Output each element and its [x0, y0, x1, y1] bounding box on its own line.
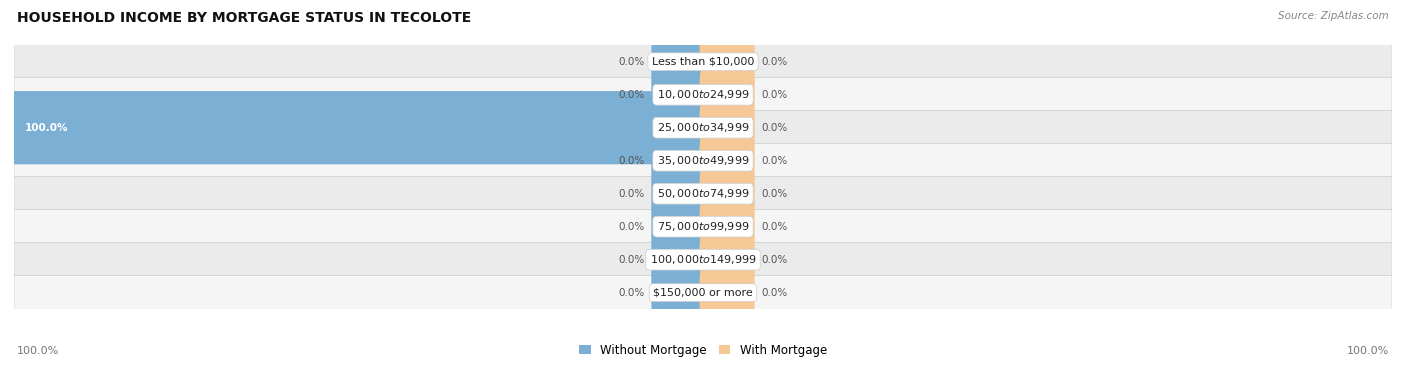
FancyBboxPatch shape [651, 134, 706, 187]
FancyBboxPatch shape [700, 200, 755, 253]
Text: $75,000 to $99,999: $75,000 to $99,999 [657, 220, 749, 233]
Text: 0.0%: 0.0% [762, 288, 787, 298]
Text: $100,000 to $149,999: $100,000 to $149,999 [650, 253, 756, 266]
Text: 0.0%: 0.0% [619, 156, 644, 166]
Text: $35,000 to $49,999: $35,000 to $49,999 [657, 154, 749, 167]
FancyBboxPatch shape [700, 266, 755, 319]
Text: $25,000 to $34,999: $25,000 to $34,999 [657, 121, 749, 134]
Text: 100.0%: 100.0% [17, 346, 59, 356]
Text: 100.0%: 100.0% [24, 123, 67, 133]
FancyBboxPatch shape [14, 110, 1392, 145]
FancyBboxPatch shape [651, 167, 706, 221]
Legend: Without Mortgage, With Mortgage: Without Mortgage, With Mortgage [574, 339, 832, 361]
FancyBboxPatch shape [700, 167, 755, 221]
FancyBboxPatch shape [651, 200, 706, 253]
FancyBboxPatch shape [14, 276, 1392, 310]
FancyBboxPatch shape [700, 68, 755, 121]
Text: 0.0%: 0.0% [762, 57, 787, 67]
Text: 0.0%: 0.0% [762, 254, 787, 265]
Text: 0.0%: 0.0% [762, 123, 787, 133]
Text: $50,000 to $74,999: $50,000 to $74,999 [657, 187, 749, 200]
Text: $150,000 or more: $150,000 or more [654, 288, 752, 298]
Text: 0.0%: 0.0% [762, 156, 787, 166]
Text: 0.0%: 0.0% [762, 90, 787, 100]
FancyBboxPatch shape [8, 91, 709, 164]
Text: Less than $10,000: Less than $10,000 [652, 57, 754, 67]
FancyBboxPatch shape [14, 44, 1392, 79]
FancyBboxPatch shape [14, 144, 1392, 178]
FancyBboxPatch shape [14, 78, 1392, 112]
FancyBboxPatch shape [14, 242, 1392, 277]
Text: 0.0%: 0.0% [619, 288, 644, 298]
Text: 0.0%: 0.0% [619, 57, 644, 67]
Text: 0.0%: 0.0% [619, 188, 644, 199]
FancyBboxPatch shape [651, 35, 706, 89]
FancyBboxPatch shape [14, 176, 1392, 211]
Text: 0.0%: 0.0% [619, 90, 644, 100]
FancyBboxPatch shape [700, 35, 755, 89]
Text: 0.0%: 0.0% [619, 222, 644, 232]
Text: 100.0%: 100.0% [1347, 346, 1389, 356]
FancyBboxPatch shape [700, 134, 755, 187]
Text: 0.0%: 0.0% [762, 188, 787, 199]
Text: Source: ZipAtlas.com: Source: ZipAtlas.com [1278, 11, 1389, 21]
FancyBboxPatch shape [14, 210, 1392, 244]
Text: 0.0%: 0.0% [762, 222, 787, 232]
FancyBboxPatch shape [651, 233, 706, 287]
FancyBboxPatch shape [700, 233, 755, 287]
Text: HOUSEHOLD INCOME BY MORTGAGE STATUS IN TECOLOTE: HOUSEHOLD INCOME BY MORTGAGE STATUS IN T… [17, 11, 471, 25]
Text: 0.0%: 0.0% [619, 254, 644, 265]
FancyBboxPatch shape [651, 266, 706, 319]
FancyBboxPatch shape [651, 68, 706, 121]
Text: $10,000 to $24,999: $10,000 to $24,999 [657, 88, 749, 101]
FancyBboxPatch shape [700, 101, 755, 155]
